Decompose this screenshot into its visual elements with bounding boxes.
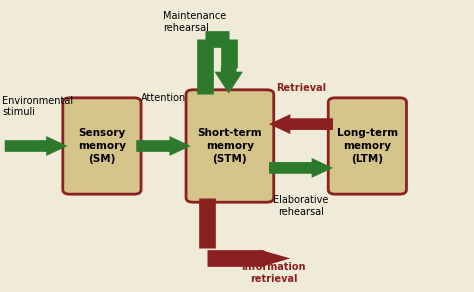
Text: Attention: Attention <box>141 93 186 103</box>
Text: Environmental
stimuli: Environmental stimuli <box>2 96 73 117</box>
Text: Information
retrieval: Information retrieval <box>241 262 306 284</box>
Text: Short-term
memory
(STM): Short-term memory (STM) <box>198 128 262 164</box>
Text: Maintenance
rehearsal: Maintenance rehearsal <box>163 11 226 33</box>
FancyArrow shape <box>214 67 243 94</box>
Text: Long-term
memory
(LTM): Long-term memory (LTM) <box>337 128 398 164</box>
FancyArrow shape <box>269 158 333 178</box>
FancyBboxPatch shape <box>186 90 273 202</box>
FancyBboxPatch shape <box>63 98 141 194</box>
Text: Sensory
memory
(SM): Sensory memory (SM) <box>78 128 126 164</box>
Text: Retrieval: Retrieval <box>276 83 326 93</box>
FancyArrow shape <box>5 136 67 156</box>
FancyArrow shape <box>136 136 191 156</box>
FancyArrow shape <box>257 250 290 267</box>
FancyBboxPatch shape <box>328 98 407 194</box>
FancyArrow shape <box>269 114 333 134</box>
Text: Elaborative
rehearsal: Elaborative rehearsal <box>273 195 328 217</box>
